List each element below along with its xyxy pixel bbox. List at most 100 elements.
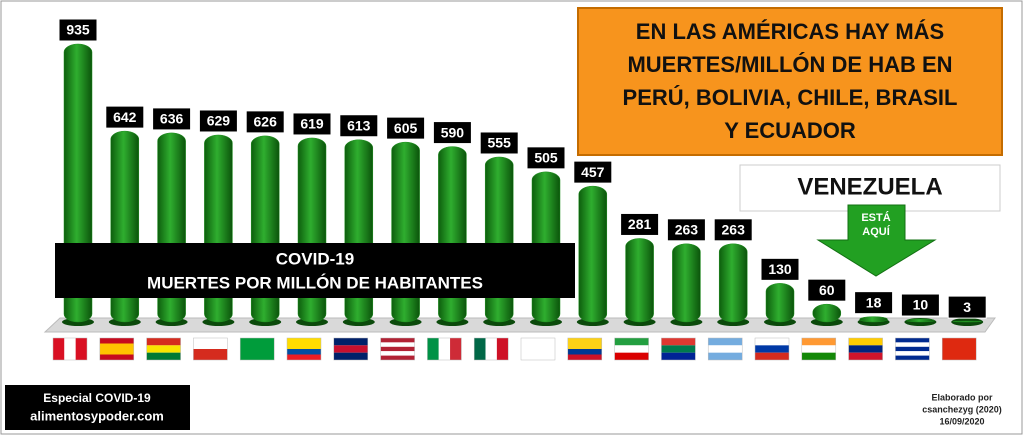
value-label: 935: [66, 22, 90, 38]
source-line: alimentosypoder.com: [30, 408, 164, 423]
value-label: 457: [581, 164, 605, 180]
flag-border: [707, 337, 743, 361]
value-label-box: [807, 278, 847, 302]
flag-stripe: [287, 349, 321, 355]
value-label: 613: [347, 117, 371, 133]
value-label: 555: [488, 135, 512, 151]
flag-border: [52, 337, 88, 361]
bar: [765, 283, 795, 323]
flag-border: [614, 337, 649, 361]
flag-border: [801, 337, 837, 361]
title-line: EN LAS AMÉRICAS HAY MÁS: [636, 19, 944, 44]
value-label-box: [947, 295, 987, 319]
flag-stripe: [755, 352, 789, 360]
flag-stripe: [53, 338, 65, 360]
flag-stripe: [99, 338, 134, 344]
value-label-box: [854, 291, 894, 315]
flag-stripe: [438, 338, 451, 360]
flag-stripe: [708, 352, 743, 360]
flag-stripe: [661, 338, 696, 346]
flag-stripe: [474, 338, 486, 360]
arrow-label: ESTÁ: [861, 211, 890, 224]
flag-stripe: [801, 345, 836, 353]
flag: [193, 337, 228, 361]
flag-stripe: [521, 338, 555, 349]
flag-stripe: [521, 349, 555, 360]
value-label-box: [245, 110, 285, 134]
value-label-box: [666, 218, 706, 242]
flag: [520, 337, 556, 361]
flag-stripe: [614, 338, 649, 346]
value-label-box: [900, 293, 940, 317]
flag: [99, 337, 135, 361]
value-label: 263: [722, 222, 746, 238]
value-label-box: [58, 18, 98, 42]
credit-line: 16/09/2020: [939, 416, 984, 426]
banner-line: COVID-19: [276, 249, 354, 268]
flag: [286, 337, 322, 361]
value-label: 10: [913, 297, 929, 313]
flag-stripe: [287, 354, 321, 360]
flag-stripe: [895, 355, 930, 360]
flag-stripe: [99, 354, 134, 360]
flag: [380, 337, 415, 361]
value-label-box: [760, 257, 800, 281]
flag-stripe: [801, 352, 836, 360]
value-label-box: [479, 131, 519, 155]
source-box: [5, 385, 190, 430]
value-label-box: [620, 212, 660, 236]
flag-stripe: [895, 342, 930, 347]
flag-stripe: [708, 345, 743, 353]
flag-stripe: [895, 351, 930, 356]
bar: [859, 316, 888, 323]
flag-stripe: [567, 338, 602, 344]
flag: [239, 337, 275, 361]
title-line: Y ECUADOR: [724, 118, 856, 143]
flag-stripe: [848, 338, 883, 346]
flag: [754, 337, 790, 361]
annotation-box: [739, 164, 1001, 212]
flag: [941, 337, 977, 361]
flag-stripe: [485, 338, 497, 360]
flag-border: [567, 337, 603, 361]
flags: [52, 337, 977, 361]
flag: [473, 337, 509, 361]
flag: [895, 337, 930, 361]
flag-stripe: [801, 338, 836, 346]
flag-border: [99, 337, 135, 361]
flag-border: [661, 337, 696, 361]
value-label-box: [152, 107, 192, 131]
flag-stripe: [755, 345, 789, 353]
bar: [625, 238, 654, 323]
flag-stripe: [193, 338, 228, 349]
flag-stripe: [380, 346, 415, 352]
flag-stripe: [240, 338, 275, 360]
flag-border: [239, 337, 275, 361]
flag-stripe: [496, 338, 509, 360]
source-line: Especial COVID-19: [43, 391, 151, 405]
flag-stripe: [99, 343, 134, 349]
flag-stripe: [287, 343, 321, 349]
bar: [672, 243, 701, 323]
title-box: [577, 7, 1003, 156]
flag-stripe: [661, 345, 696, 353]
value-label: 505: [534, 150, 558, 166]
value-label-box: [573, 160, 613, 184]
flag-stripe: [567, 354, 602, 360]
bar: [578, 185, 608, 323]
flag-border: [286, 337, 322, 361]
credit-line: csanchezyg (2020): [922, 404, 1002, 414]
value-label-box: [105, 105, 145, 129]
flag-border: [895, 337, 930, 361]
value-label: 636: [160, 111, 184, 127]
value-label-box: [386, 116, 426, 140]
flag-stripe: [755, 338, 789, 346]
bar: [718, 243, 748, 323]
flag-stripe: [380, 338, 415, 343]
value-label: 590: [441, 124, 465, 140]
flag-border: [941, 337, 977, 361]
flag-stripe: [614, 352, 649, 360]
flag: [146, 337, 181, 361]
flag-stripe: [64, 338, 76, 360]
flag: [801, 337, 837, 361]
